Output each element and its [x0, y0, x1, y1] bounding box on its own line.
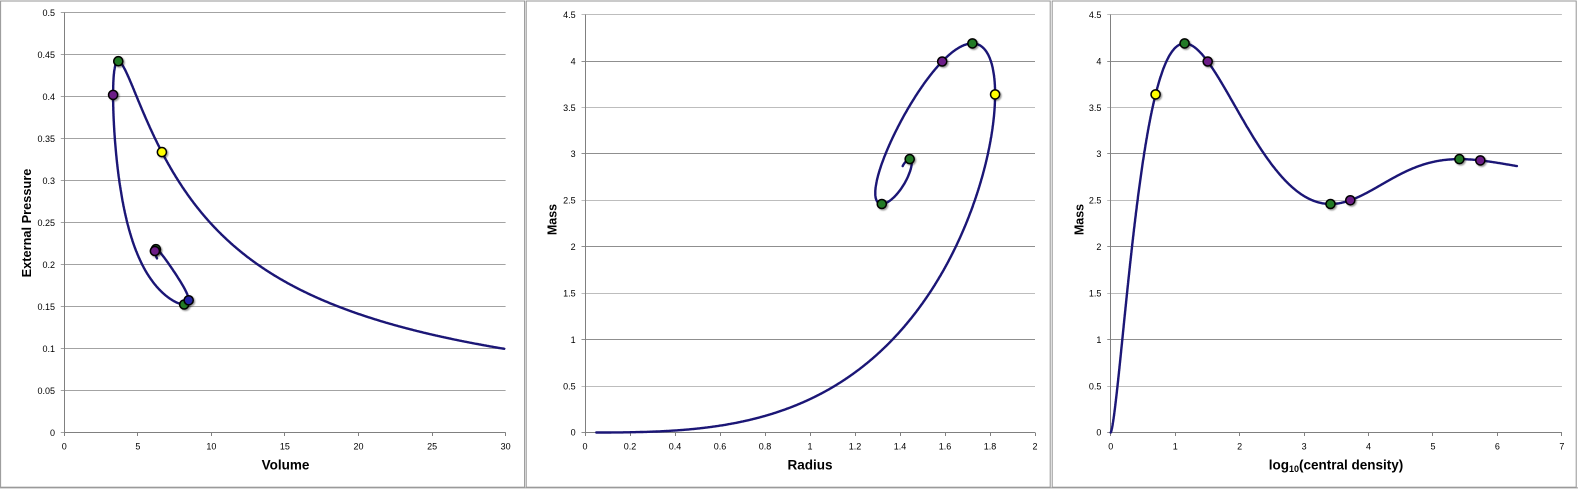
svg-text:3: 3 — [571, 149, 576, 159]
svg-text:0.05: 0.05 — [37, 386, 55, 396]
svg-text:1.2: 1.2 — [849, 442, 862, 452]
svg-text:7: 7 — [1559, 442, 1564, 452]
svg-text:3.5: 3.5 — [563, 103, 576, 113]
svg-text:Mass: Mass — [1073, 204, 1087, 235]
svg-text:2.5: 2.5 — [563, 196, 576, 206]
svg-text:0.3: 0.3 — [42, 176, 55, 186]
svg-text:15: 15 — [280, 442, 290, 452]
svg-text:log10(central density): log10(central density) — [1269, 458, 1404, 474]
svg-text:3: 3 — [1302, 442, 1307, 452]
svg-text:1: 1 — [1173, 442, 1178, 452]
svg-text:4: 4 — [1096, 56, 1101, 66]
svg-text:5: 5 — [1430, 442, 1435, 452]
svg-text:3: 3 — [1096, 149, 1101, 159]
svg-text:0.8: 0.8 — [759, 442, 772, 452]
svg-text:5: 5 — [135, 442, 140, 452]
svg-text:0: 0 — [62, 442, 67, 452]
svg-text:0.45: 0.45 — [37, 50, 55, 60]
svg-text:0.25: 0.25 — [37, 218, 55, 228]
svg-text:0.5: 0.5 — [1089, 381, 1102, 391]
svg-text:2: 2 — [1237, 442, 1242, 452]
svg-text:1: 1 — [571, 335, 576, 345]
svg-text:0: 0 — [1096, 428, 1101, 438]
svg-text:0.35: 0.35 — [37, 134, 55, 144]
svg-text:2: 2 — [1096, 242, 1101, 252]
svg-text:0.2: 0.2 — [624, 442, 637, 452]
svg-text:0.1: 0.1 — [42, 344, 55, 354]
svg-text:0.5: 0.5 — [42, 8, 55, 18]
svg-text:Radius: Radius — [787, 458, 832, 473]
svg-text:6: 6 — [1495, 442, 1500, 452]
svg-text:1: 1 — [1096, 335, 1101, 345]
svg-text:External Pressure: External Pressure — [19, 169, 34, 278]
svg-text:3.5: 3.5 — [1089, 103, 1102, 113]
svg-text:0: 0 — [1108, 442, 1113, 452]
svg-text:1.6: 1.6 — [939, 442, 952, 452]
svg-text:4: 4 — [571, 56, 576, 66]
svg-text:0.5: 0.5 — [563, 381, 576, 391]
svg-text:2: 2 — [571, 242, 576, 252]
svg-text:1.5: 1.5 — [563, 288, 576, 298]
svg-text:Mass: Mass — [546, 204, 560, 235]
svg-text:1.4: 1.4 — [894, 442, 907, 452]
svg-text:0.4: 0.4 — [42, 92, 55, 102]
svg-text:0.15: 0.15 — [37, 302, 55, 312]
svg-text:1: 1 — [807, 442, 812, 452]
svg-text:2.5: 2.5 — [1089, 196, 1102, 206]
svg-text:1.5: 1.5 — [1089, 288, 1102, 298]
svg-text:20: 20 — [353, 442, 363, 452]
svg-text:30: 30 — [501, 442, 511, 452]
svg-text:0.2: 0.2 — [42, 260, 55, 270]
svg-text:25: 25 — [427, 442, 437, 452]
svg-text:2: 2 — [1032, 442, 1037, 452]
svg-text:0.4: 0.4 — [669, 442, 682, 452]
svg-text:0: 0 — [582, 442, 587, 452]
svg-text:4: 4 — [1366, 442, 1371, 452]
svg-text:0: 0 — [571, 428, 576, 438]
svg-text:4.5: 4.5 — [563, 10, 576, 20]
svg-text:1.8: 1.8 — [984, 442, 997, 452]
svg-text:0.6: 0.6 — [714, 442, 727, 452]
svg-text:10: 10 — [206, 442, 216, 452]
svg-text:Volume: Volume — [262, 458, 310, 473]
svg-text:4.5: 4.5 — [1089, 10, 1102, 20]
svg-text:0: 0 — [50, 428, 55, 438]
